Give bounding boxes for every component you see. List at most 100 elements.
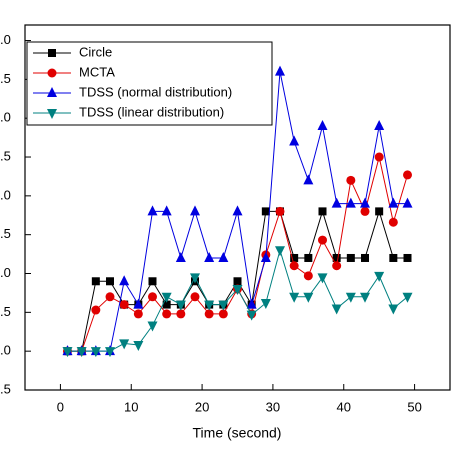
marker <box>290 253 299 262</box>
y-tick-label: .5 <box>0 381 11 396</box>
marker <box>161 205 172 216</box>
marker <box>388 304 399 315</box>
marker <box>133 340 144 351</box>
marker <box>47 68 57 78</box>
marker <box>147 205 158 216</box>
x-tick-label: 20 <box>195 399 209 414</box>
legend-label: Circle <box>79 44 112 59</box>
marker <box>318 207 327 216</box>
marker <box>375 207 384 216</box>
marker <box>360 292 370 303</box>
marker <box>218 309 228 319</box>
y-tick-label: .5 <box>0 148 11 163</box>
marker <box>275 206 285 216</box>
marker <box>303 292 314 303</box>
marker <box>289 261 299 271</box>
marker <box>62 347 73 358</box>
y-tick-label: .5 <box>0 226 11 241</box>
marker <box>204 251 215 262</box>
marker <box>162 309 172 319</box>
marker <box>388 217 398 227</box>
marker <box>389 253 398 262</box>
marker <box>162 300 171 309</box>
marker <box>374 119 385 130</box>
plot-frame <box>24 24 451 391</box>
marker <box>76 347 87 358</box>
marker <box>289 292 300 303</box>
legend-box <box>26 41 273 126</box>
marker <box>176 309 186 319</box>
y-tick-label: .5 <box>0 304 11 319</box>
series-line <box>67 248 408 352</box>
marker <box>48 49 56 57</box>
marker <box>374 271 385 282</box>
legend-label: TDSS (normal distribution) <box>79 84 232 99</box>
marker <box>204 309 214 319</box>
marker <box>105 292 115 302</box>
marker <box>218 251 229 262</box>
marker <box>289 135 300 146</box>
marker <box>119 300 129 310</box>
marker <box>148 292 157 302</box>
y-tick-label: .0 <box>0 110 11 125</box>
marker <box>175 300 186 311</box>
y-tick-label: .0 <box>0 32 11 47</box>
marker <box>105 347 115 358</box>
marker <box>148 277 157 286</box>
marker <box>106 277 114 286</box>
x-tick-label: 10 <box>124 399 138 414</box>
x-axis-label: Time (second) <box>193 425 282 441</box>
marker <box>374 152 384 162</box>
marker <box>332 261 342 271</box>
marker <box>190 292 200 302</box>
marker <box>91 305 101 315</box>
marker <box>119 339 130 350</box>
marker <box>275 65 285 76</box>
marker <box>147 321 158 332</box>
x-tick-label: 40 <box>337 399 351 414</box>
marker <box>331 197 342 208</box>
series-line <box>67 156 408 352</box>
x-tick-label: 0 <box>57 399 64 414</box>
marker <box>233 277 242 286</box>
marker <box>275 246 285 257</box>
marker <box>345 292 356 303</box>
y-tick-label: .0 <box>0 343 11 358</box>
marker <box>260 251 271 262</box>
marker <box>47 109 57 119</box>
marker <box>346 175 356 185</box>
marker <box>346 253 355 262</box>
marker <box>232 205 243 216</box>
marker <box>232 285 243 296</box>
y-tick-label: .0 <box>0 187 11 202</box>
marker <box>360 197 370 208</box>
marker <box>318 235 327 245</box>
marker <box>204 300 215 311</box>
marker <box>304 253 313 262</box>
marker <box>246 310 257 321</box>
y-tick-label: .5 <box>0 71 11 86</box>
x-tick-label: 30 <box>266 399 280 414</box>
marker <box>403 170 412 180</box>
marker <box>261 207 270 216</box>
marker <box>119 275 130 286</box>
marker <box>133 309 143 319</box>
marker <box>190 273 200 284</box>
marker <box>175 251 186 262</box>
marker <box>388 197 399 208</box>
marker <box>402 292 413 303</box>
marker <box>47 87 57 97</box>
marker <box>303 271 313 281</box>
marker <box>218 300 229 311</box>
marker <box>317 119 328 130</box>
legend-label: TDSS (linear distribution) <box>79 104 224 119</box>
marker <box>91 277 100 286</box>
marker <box>361 253 369 262</box>
x-tick-label: 50 <box>407 399 421 414</box>
marker <box>161 292 172 303</box>
marker <box>190 205 200 216</box>
marker <box>260 299 271 310</box>
legend-label: MCTA <box>79 64 115 79</box>
marker <box>403 253 412 262</box>
